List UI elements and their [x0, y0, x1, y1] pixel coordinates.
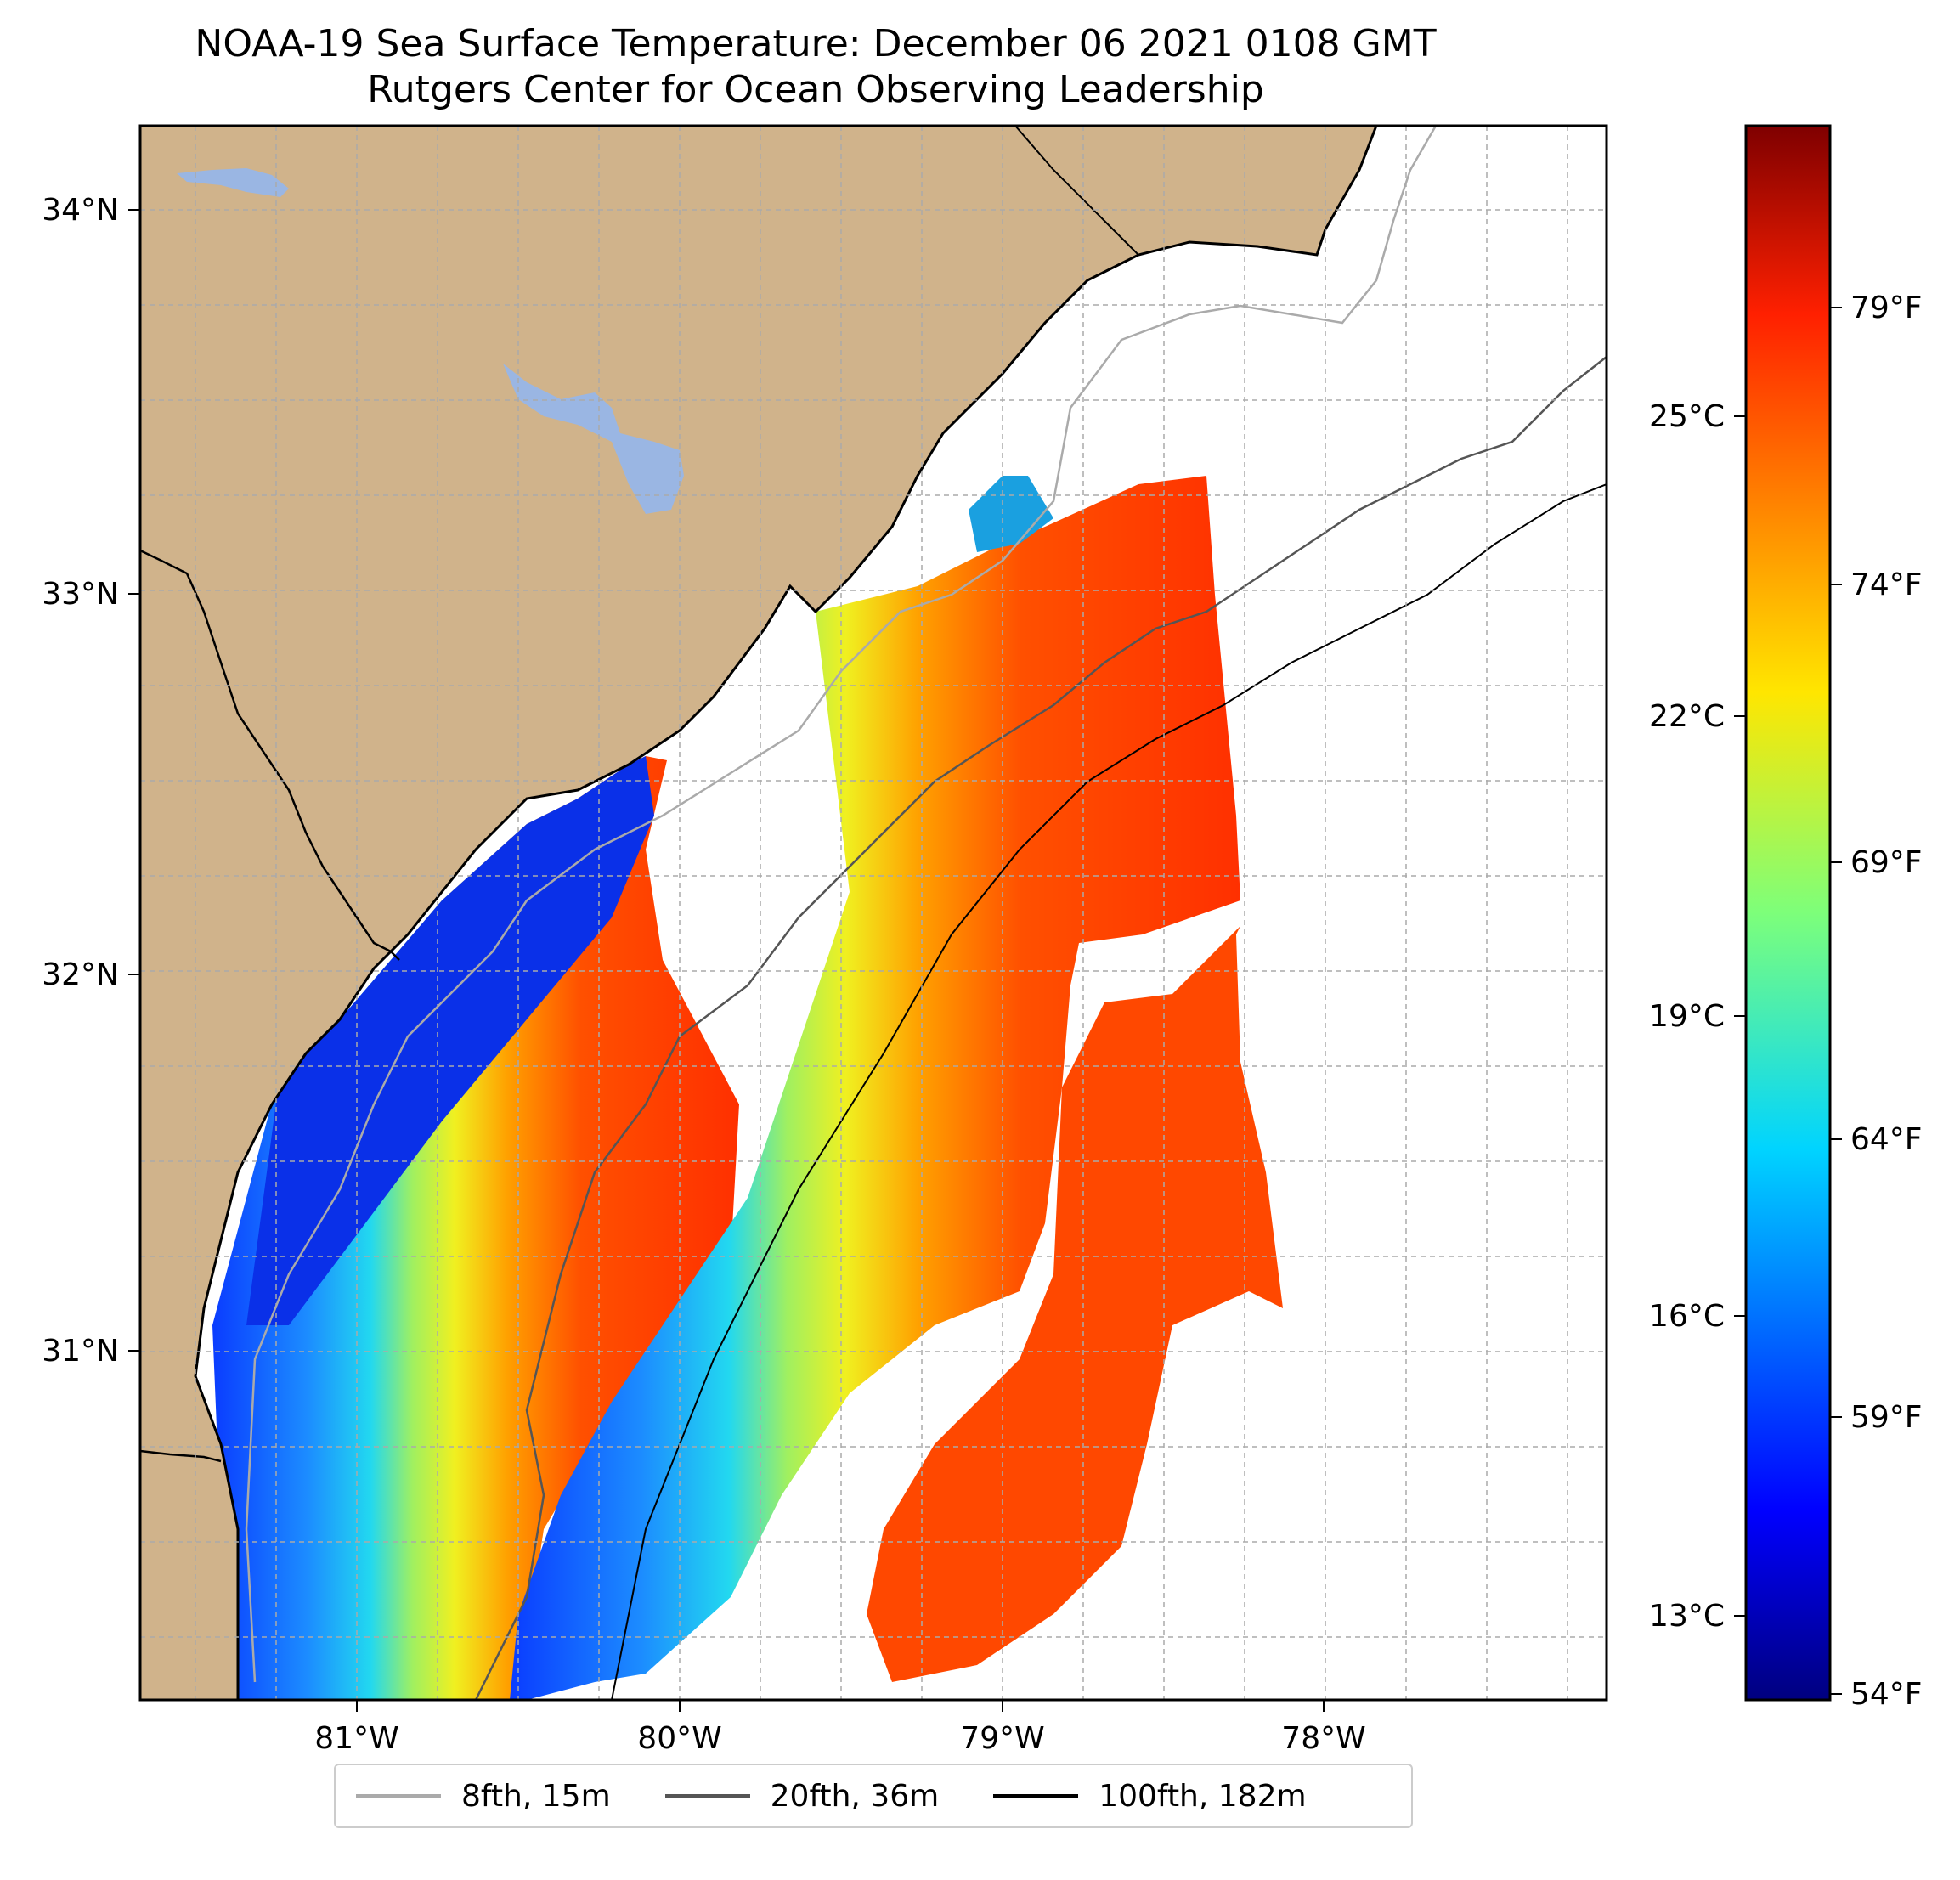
map-frame — [138, 124, 1608, 1702]
fahrenheit-label: 74°F — [1850, 567, 1923, 602]
fahrenheit-label: 69°F — [1850, 845, 1923, 880]
lon-label: 78°W — [1281, 1721, 1365, 1756]
chart-subtitle: Rutgers Center for Ocean Observing Leade… — [367, 68, 1264, 111]
colorbar: 25°C 22°C 19°C 16°C 13°C 79°F 74°F 69°F … — [1649, 124, 1923, 1712]
fahrenheit-label: 79°F — [1850, 291, 1923, 325]
lon-label: 81°W — [314, 1721, 398, 1756]
legend-item-20fth: 20fth, 36m — [664, 1778, 940, 1814]
lat-label: 32°N — [42, 957, 119, 992]
celsius-label: 19°C — [1649, 999, 1725, 1034]
celsius-label: 13°C — [1649, 1599, 1725, 1634]
legend-label: 100fth, 182m — [1099, 1778, 1307, 1814]
contour-legend: 8fth, 15m 20fth, 36m 100fth, 182m — [334, 1764, 1413, 1828]
lat-label: 31°N — [42, 1334, 119, 1369]
legend-label: 8fth, 15m — [461, 1778, 611, 1814]
legend-item-8fth: 8fth, 15m — [356, 1779, 611, 1814]
grid-lines — [140, 126, 1607, 1700]
fahrenheit-label: 64°F — [1850, 1122, 1923, 1157]
sst-nearshore-cold-band — [246, 756, 654, 1325]
fahrenheit-label: 59°F — [1850, 1400, 1923, 1435]
lat-label: 33°N — [42, 577, 119, 612]
contour-100fth — [611, 483, 1607, 1700]
lon-label: 80°W — [637, 1721, 721, 1756]
chart-title: NOAA-19 Sea Surface Temperature: Decembe… — [195, 22, 1437, 65]
legend-label: 20fth, 36m — [770, 1778, 940, 1814]
celsius-label: 16°C — [1649, 1299, 1725, 1334]
sst-mid-shelf-swath — [510, 476, 1240, 1700]
colorbar-celsius-ticks: 25°C 22°C 19°C 16°C 13°C — [1649, 399, 1746, 1634]
lon-label: 79°W — [960, 1721, 1044, 1756]
lat-axis: 34°N 33°N 32°N 31°N — [42, 193, 140, 1369]
lon-axis: 81°W 80°W 79°W 78°W — [314, 1700, 1366, 1756]
legend-swatch — [356, 1794, 441, 1798]
state-border — [1014, 126, 1139, 256]
colorbar-fahrenheit-ticks: 79°F 74°F 69°F 64°F 59°F 54°F — [1830, 291, 1923, 1712]
fahrenheit-label: 54°F — [1850, 1677, 1923, 1712]
contour-20fth — [474, 356, 1607, 1700]
celsius-label: 22°C — [1649, 699, 1725, 734]
lake — [503, 364, 684, 514]
legend-item-100fth: 100fth, 182m — [993, 1778, 1307, 1814]
state-border — [140, 549, 400, 961]
lat-label: 34°N — [42, 193, 119, 228]
legend-swatch — [993, 1794, 1079, 1798]
state-border — [140, 1449, 222, 1463]
lake — [177, 168, 289, 197]
celsius-label: 25°C — [1649, 399, 1725, 434]
colorbar-gradient — [1744, 124, 1832, 1702]
sst-offshore-swath — [867, 926, 1283, 1682]
sst-nearshore-swath — [212, 756, 739, 1700]
legend-swatch — [664, 1794, 750, 1798]
